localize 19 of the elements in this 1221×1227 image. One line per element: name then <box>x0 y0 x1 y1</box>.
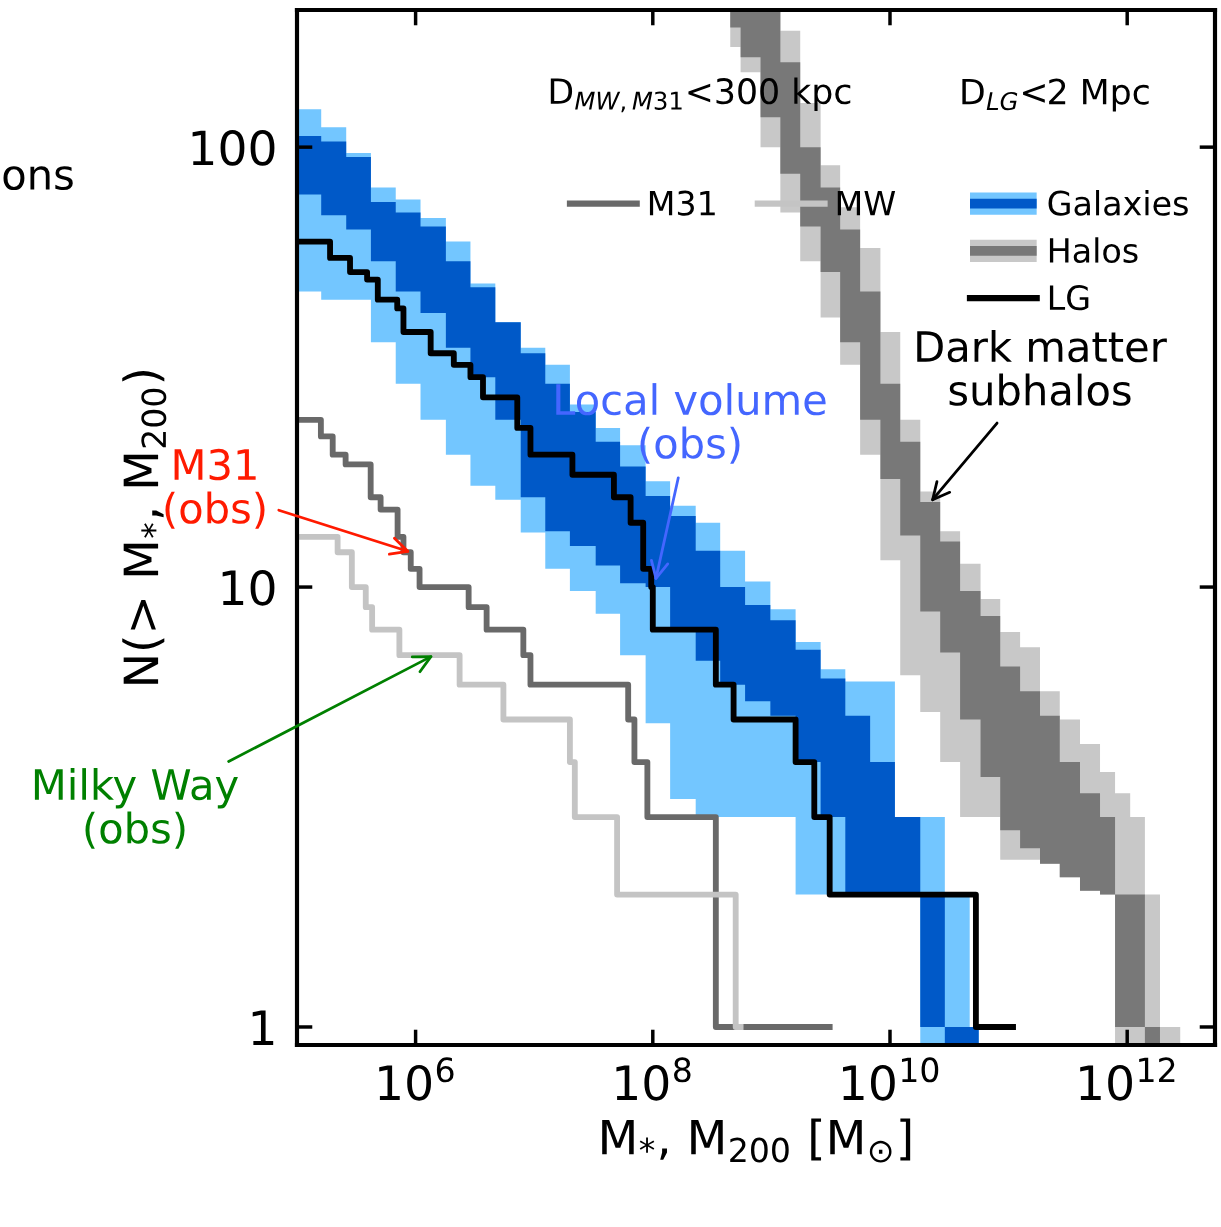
text: ons <box>3 166 73 191</box>
x-tick-label: 10$^{10}$ <box>843 1057 939 1101</box>
legend-label: MW <box>837 191 896 216</box>
annotation: Milky Way (obs) <box>34 768 238 849</box>
x-tick-label: 10$^{6}$ <box>379 1057 454 1101</box>
y-tick-label: 100 <box>192 130 275 166</box>
x-tick-label: 10$^{12}$ <box>1080 1057 1175 1101</box>
annotation: D$_{MW,M31}$<300 kpc <box>550 77 851 113</box>
x-tick-label: 10$^{8}$ <box>616 1057 691 1101</box>
y-tick-label: 1 <box>252 1010 274 1045</box>
legend-label: Halos <box>1049 237 1138 264</box>
annotation: M31 (obs) <box>165 448 265 529</box>
legend-label: LG <box>1049 285 1089 311</box>
legend-label: M31 <box>649 190 715 216</box>
legend-label: Galaxies <box>1048 190 1188 216</box>
annotation: D$_{LG}$<2 Mpc <box>962 78 1149 112</box>
annotation: Dark matter subhalos <box>917 330 1167 406</box>
y-tick-label: 10 <box>222 569 275 606</box>
x-axis-title: M$_{*}$, M$_{200}$ [M$_{⊙}$] <box>602 1118 911 1163</box>
